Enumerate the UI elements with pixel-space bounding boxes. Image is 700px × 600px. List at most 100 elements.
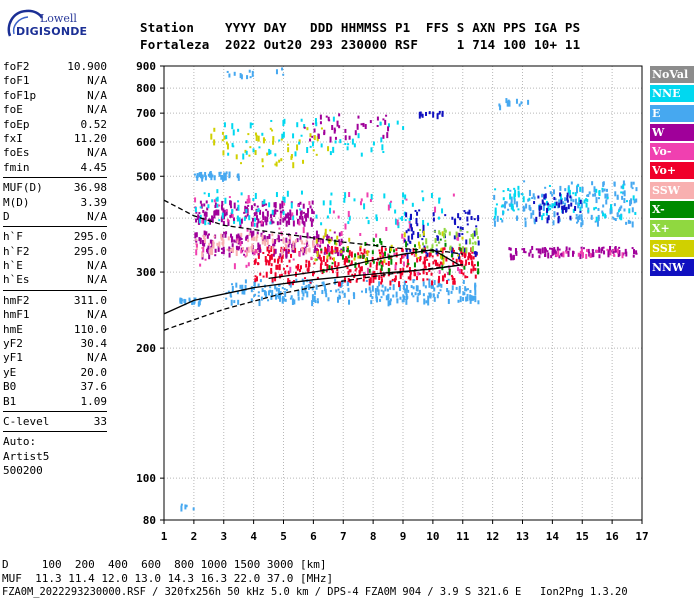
echo-point xyxy=(467,211,470,215)
echo-point xyxy=(544,193,547,199)
echo-point xyxy=(619,206,622,211)
echo-point xyxy=(359,201,362,206)
echo-point xyxy=(274,277,277,282)
echo-point xyxy=(395,248,398,252)
echo-point xyxy=(223,231,226,234)
echo-point xyxy=(225,209,228,216)
echo-point xyxy=(270,213,273,216)
echo-point xyxy=(522,196,525,203)
echo-point xyxy=(376,116,379,121)
echo-point xyxy=(413,253,416,257)
echo-point xyxy=(436,294,439,299)
echo-point xyxy=(585,202,588,208)
echo-point xyxy=(201,239,204,246)
echo-point xyxy=(558,218,561,222)
echo-point xyxy=(338,291,341,294)
echo-point xyxy=(474,284,477,291)
echo-point xyxy=(315,122,318,127)
echo-point xyxy=(332,257,335,262)
echo-point xyxy=(313,243,316,246)
echo-point xyxy=(549,247,552,250)
echo-point xyxy=(290,201,293,204)
echo-point xyxy=(205,200,208,204)
echo-point xyxy=(375,217,378,222)
echo-point xyxy=(461,233,464,236)
echo-point xyxy=(436,238,439,241)
echo-point xyxy=(372,260,375,264)
echo-point xyxy=(372,276,375,283)
echo-point xyxy=(363,203,366,210)
echo-point xyxy=(278,264,281,271)
echo-point xyxy=(334,239,337,245)
echo-point xyxy=(401,248,404,252)
echo-point xyxy=(457,213,460,219)
echo-point xyxy=(282,267,285,270)
echo-point xyxy=(631,207,634,213)
echo-point xyxy=(513,187,516,190)
echo-point xyxy=(259,220,262,223)
echo-point xyxy=(632,181,635,185)
echo-point xyxy=(430,284,433,289)
echo-point xyxy=(264,216,267,223)
echo-point xyxy=(287,212,290,219)
echo-point xyxy=(379,260,382,263)
echo-point xyxy=(411,202,414,207)
echo-point xyxy=(365,288,368,294)
echo-point xyxy=(311,294,314,301)
echo-point xyxy=(364,124,367,130)
echo-point xyxy=(459,247,462,252)
echo-point xyxy=(252,148,255,153)
echo-point xyxy=(561,205,564,210)
echo-point xyxy=(214,248,217,253)
echo-point xyxy=(394,275,397,281)
echo-point xyxy=(439,238,442,241)
echo-point xyxy=(550,247,553,250)
echo-point xyxy=(198,218,201,224)
echo-point xyxy=(268,148,271,155)
echo-point xyxy=(204,220,207,226)
echo-point xyxy=(466,276,469,279)
echo-point xyxy=(406,243,409,246)
echo-point xyxy=(441,247,444,254)
echo-point xyxy=(258,300,261,307)
echo-point xyxy=(387,123,390,128)
echo-point xyxy=(629,220,632,224)
echo-point xyxy=(549,205,552,208)
echo-point xyxy=(275,287,278,292)
echo-point xyxy=(236,215,239,222)
echo-point xyxy=(409,248,412,252)
echo-point xyxy=(313,295,316,301)
echo-point xyxy=(327,146,330,152)
y-tick-label: 80 xyxy=(143,514,156,527)
echo-point xyxy=(325,293,328,298)
x-tick-label: 5 xyxy=(280,530,287,543)
echo-point xyxy=(314,118,317,125)
echo-point xyxy=(386,288,389,292)
echo-point xyxy=(318,254,321,260)
echo-point xyxy=(581,251,584,258)
echo-point xyxy=(439,254,442,259)
echo-point xyxy=(231,283,234,286)
echo-point xyxy=(195,218,198,223)
echo-point xyxy=(493,220,496,227)
echo-point xyxy=(193,301,196,305)
echo-point xyxy=(403,295,406,300)
echo-point xyxy=(271,129,274,132)
echo-point xyxy=(564,202,567,206)
parameter-row: foF1 N/A xyxy=(3,74,107,88)
echo-point xyxy=(303,124,306,129)
echo-point xyxy=(464,286,467,292)
echo-point xyxy=(292,162,295,169)
echo-point xyxy=(314,245,317,252)
echo-point xyxy=(618,214,621,218)
echo-point xyxy=(474,267,477,271)
echo-point xyxy=(418,272,421,275)
echo-point xyxy=(328,246,331,253)
echo-point xyxy=(625,221,628,225)
echo-point xyxy=(462,272,465,276)
echo-point xyxy=(299,201,302,205)
echo-point xyxy=(438,269,441,274)
echo-point xyxy=(252,197,255,201)
echo-point xyxy=(241,284,244,291)
echo-point xyxy=(277,287,280,294)
